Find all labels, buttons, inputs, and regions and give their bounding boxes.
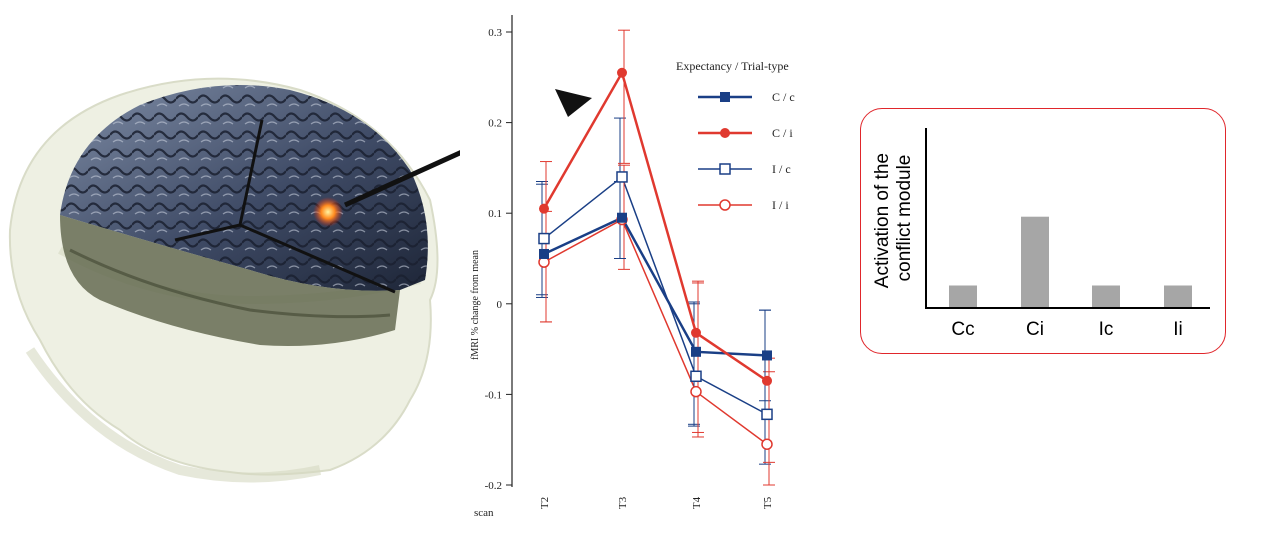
data-point: [539, 203, 549, 214]
x-tick-label: T5: [762, 496, 774, 509]
series-line: [542, 69, 768, 382]
y-tick-label: -0.2: [485, 480, 502, 492]
data-point: [617, 212, 627, 223]
data-point: [720, 92, 730, 102]
legend-title: Expectancy / Trial-type: [676, 59, 789, 73]
data-point: [691, 346, 701, 357]
data-point: [761, 438, 773, 450]
bar-ii: [1164, 285, 1192, 307]
legend-item: I / i: [698, 198, 789, 212]
bar-y-label-line1: Activation of the: [872, 153, 893, 288]
fmri-line-chart: 0.3 0.2 0.1 0 -0.1 -0.2 T2 T3 T4 T5 fMRI % chang…: [470, 15, 795, 519]
x-tick-label: T4: [691, 496, 703, 509]
conflict-module-panel: [860, 108, 1226, 354]
x-axis-label: scan: [474, 507, 494, 519]
data-point: [539, 248, 549, 259]
bar-category-label: Ic: [1099, 319, 1114, 340]
activation-spot: [313, 197, 343, 227]
data-point: [720, 128, 730, 138]
legend-items: C / c C / i I / c I / i: [698, 90, 795, 212]
bars: Cc Ci Ic Ii: [949, 216, 1192, 340]
data-point: [761, 408, 773, 421]
bar-y-label-line2: conflict module: [894, 155, 915, 282]
data-point: [691, 327, 701, 338]
y-axis-label: fMRI % change from mean: [470, 250, 481, 360]
series-line: [543, 218, 768, 445]
legend-item: I / c: [698, 162, 791, 176]
data-point: [617, 67, 627, 78]
slice-axes: [174, 119, 396, 294]
series-line: [543, 175, 768, 415]
data-point: [719, 163, 731, 175]
series-line: [543, 216, 768, 357]
legend-item: C / i: [698, 126, 793, 140]
legend: Expectancy / Trial-type C / c C / i I / c I…: [676, 59, 795, 212]
x-axis: T2 T3 T4 T5: [539, 496, 774, 509]
data-point: [616, 171, 628, 183]
bar-y-label: Activation of the conflict module: [872, 148, 915, 288]
y-tick-label: 0.2: [488, 118, 502, 130]
conflict-bar-chart: Cc Ci Ic Ii Activation of the conflict modu…: [872, 128, 1210, 340]
legend-item: C / c: [698, 90, 795, 104]
legend-label: C / c: [772, 90, 795, 104]
data-point: [690, 370, 702, 383]
bar-ci: [1021, 216, 1049, 307]
x-tick-label: T3: [617, 496, 629, 509]
bar-category-label: Ii: [1173, 319, 1183, 340]
y-tick-label: -0.1: [485, 389, 502, 401]
bar-category-label: Ci: [1026, 319, 1044, 340]
series-layer: [536, 29, 775, 486]
data-point: [719, 199, 731, 211]
data-point: [538, 232, 550, 245]
legend-label: I / i: [772, 198, 789, 212]
x-tick-label: T2: [539, 497, 551, 509]
data-point: [762, 375, 772, 386]
pointer-arrow-head: [555, 89, 592, 117]
data-point: [690, 385, 702, 398]
bar-ic: [1092, 285, 1120, 307]
legend-label: C / i: [772, 126, 793, 140]
bar-cc: [949, 285, 977, 307]
y-tick-label: 0: [497, 299, 503, 311]
y-tick-label: 0.1: [488, 208, 502, 220]
pointer-arrow-shaft: [343, 150, 460, 208]
bar-category-label: Cc: [951, 319, 974, 340]
legend-label: I / c: [772, 162, 791, 176]
brain-illustration: [8, 77, 460, 483]
cortex-surface: [60, 85, 428, 346]
y-tick-label: 0.3: [488, 27, 502, 39]
y-axis: 0.3 0.2 0.1 0 -0.1 -0.2: [485, 27, 512, 492]
data-point: [762, 350, 772, 361]
